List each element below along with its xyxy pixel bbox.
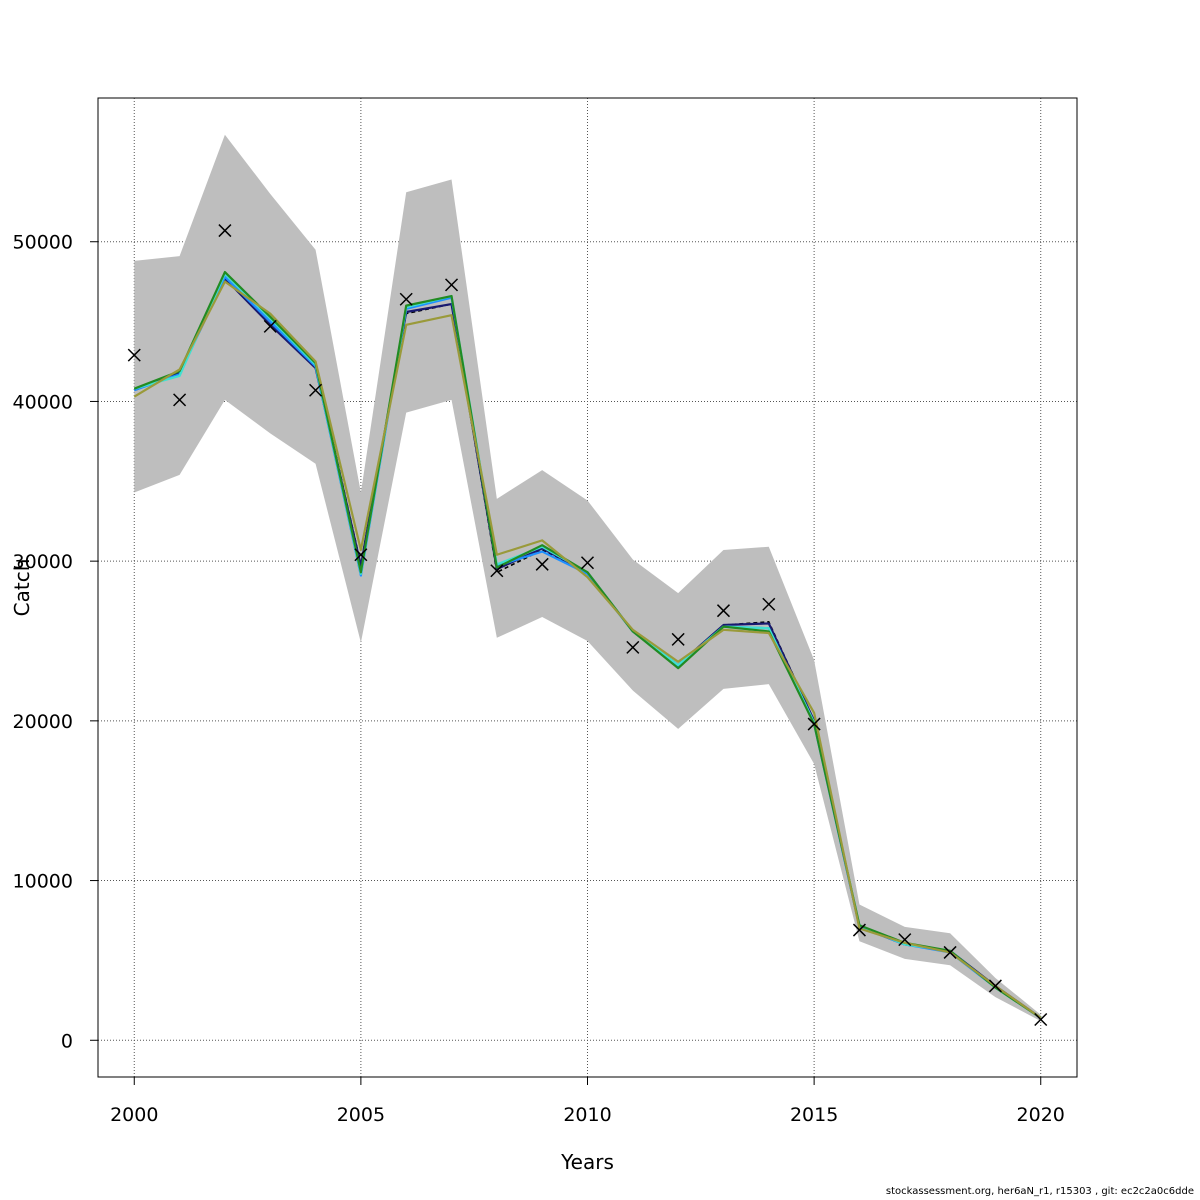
observed-point: [762, 597, 776, 611]
observed-point: [898, 933, 912, 947]
x-tick-label: 2015: [790, 1104, 838, 1126]
observed-point: [988, 979, 1002, 993]
observed-point: [807, 717, 821, 731]
observed-point: [535, 557, 549, 571]
y-axis-title: Catch: [10, 559, 34, 617]
x-axis: 2000 2005 2010 2015 2020: [110, 1076, 1065, 1126]
observed-point: [943, 945, 957, 959]
x-tick-label: 2020: [1017, 1104, 1065, 1126]
y-tick-label: 40000: [13, 391, 73, 413]
observed-point: [671, 632, 685, 646]
observed-point: [218, 224, 232, 238]
series-line: [133, 280, 1042, 1019]
series-lines: [133, 270, 1042, 1019]
y-axis: 0 10000 20000 30000 40000 50000: [13, 232, 99, 1052]
footnote: stockassessment.org, her6aN_r1, r15303 ,…: [885, 1186, 1194, 1197]
observed-point: [263, 319, 277, 333]
observed-point: [127, 348, 141, 362]
x-tick-label: 2010: [563, 1104, 611, 1126]
observed-markers: [127, 224, 1048, 1027]
y-tick-label: 0: [61, 1030, 73, 1052]
observed-point: [1034, 1012, 1048, 1027]
y-tick-label: 10000: [13, 871, 73, 893]
x-axis-title: Years: [560, 1150, 614, 1174]
x-tick-label: 2000: [110, 1104, 158, 1126]
y-tick-label: 50000: [13, 232, 73, 254]
observed-point: [309, 383, 323, 397]
x-tick-label: 2005: [337, 1104, 385, 1126]
observed-point: [490, 564, 504, 578]
y-tick-label: 20000: [13, 711, 73, 733]
observed-point: [354, 548, 368, 562]
y-tick-label: 30000: [13, 551, 73, 573]
observed-point: [444, 278, 459, 292]
observed-point: [580, 556, 595, 570]
observed-point: [716, 604, 731, 618]
observed-point: [626, 640, 640, 654]
observed-point: [399, 292, 413, 306]
observed-point: [173, 393, 187, 407]
observed-point: [852, 923, 866, 937]
